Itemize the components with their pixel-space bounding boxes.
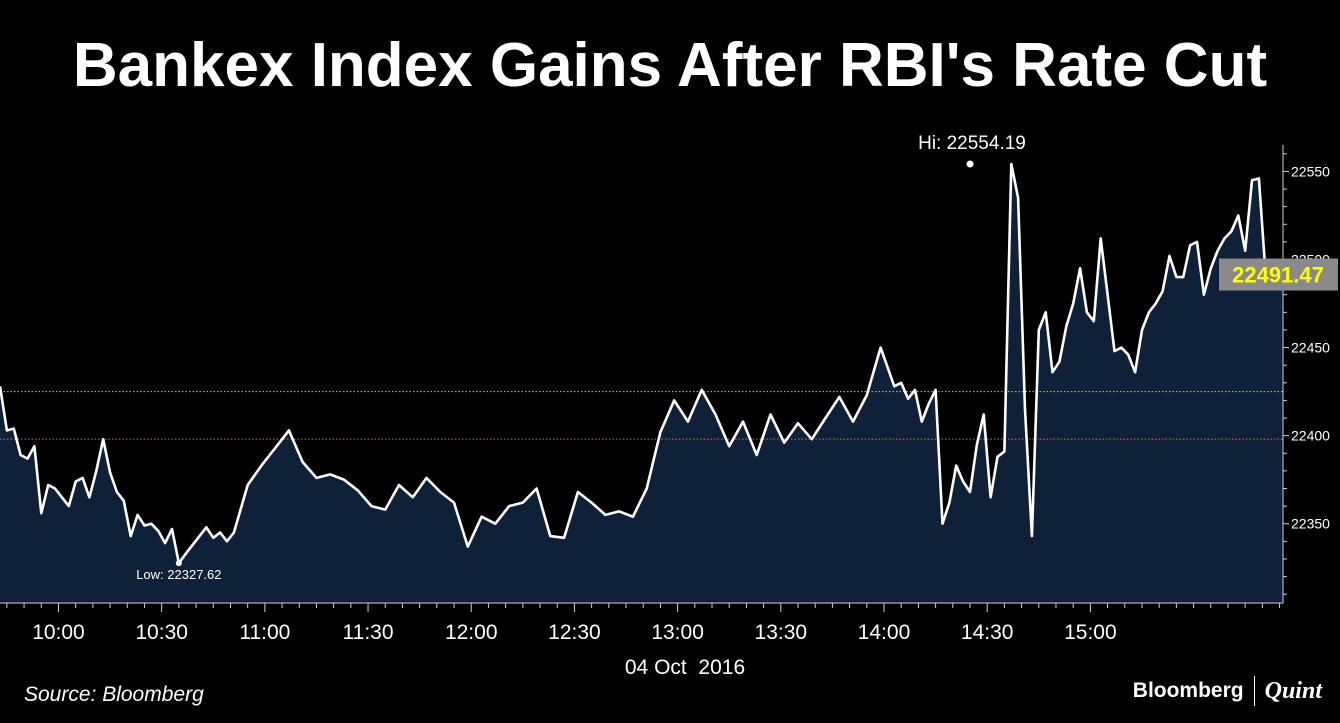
high-marker <box>966 160 974 168</box>
brand-logo: Bloomberg Quint <box>1133 676 1322 706</box>
y-tick-label: 22550 <box>1291 163 1330 179</box>
high-label: Hi: 22554.19 <box>918 133 1026 154</box>
x-tick-label: 14:30 <box>961 621 1014 644</box>
x-tick-label: 12:30 <box>548 621 601 644</box>
series-line <box>0 162 1283 565</box>
y-tick-label: 22400 <box>1291 428 1330 444</box>
low-label: Low: 22327.62 <box>136 567 221 582</box>
x-tick-label: 14:00 <box>858 621 911 644</box>
x-axis: 10:00 10:30 11:00 11:30 12:00 12:30 13:00 13:30… <box>0 602 1283 644</box>
x-tick-label: 13:30 <box>755 621 808 644</box>
y-tick-label: 22350 <box>1291 516 1330 532</box>
brand-bloomberg: Bloomberg <box>1132 679 1244 702</box>
source-note: Source: Bloomberg <box>24 683 204 706</box>
y-tick-label: 22450 <box>1291 340 1330 356</box>
x-tick-label: 11:30 <box>343 621 394 644</box>
x-tick-label: 10:00 <box>32 621 85 644</box>
y-axis: 223502240022450225002255022491.47 <box>1219 145 1338 603</box>
chart-title: Bankex Index Gains After RBI's Rate Cut <box>72 31 1268 100</box>
last-value-label: 22491.47 <box>1232 263 1324 288</box>
x-tick-label: 11:00 <box>239 621 290 644</box>
x-tick-label: 12:00 <box>445 621 498 644</box>
brand-divider <box>1253 676 1255 706</box>
last-value-badge <box>1219 258 1338 291</box>
area-fill <box>0 164 1283 603</box>
x-axis-label: 04 Oct 2016 <box>625 656 745 679</box>
x-tick-label: 10:30 <box>135 621 188 644</box>
brand-quint: Quint <box>1264 677 1322 704</box>
x-tick-label: 15:00 <box>1064 621 1117 644</box>
plot-area: Hi: 22554.19 Low: 22327.62 <box>0 133 1283 603</box>
x-tick-label: 13:00 <box>651 621 704 644</box>
low-marker <box>175 560 182 567</box>
